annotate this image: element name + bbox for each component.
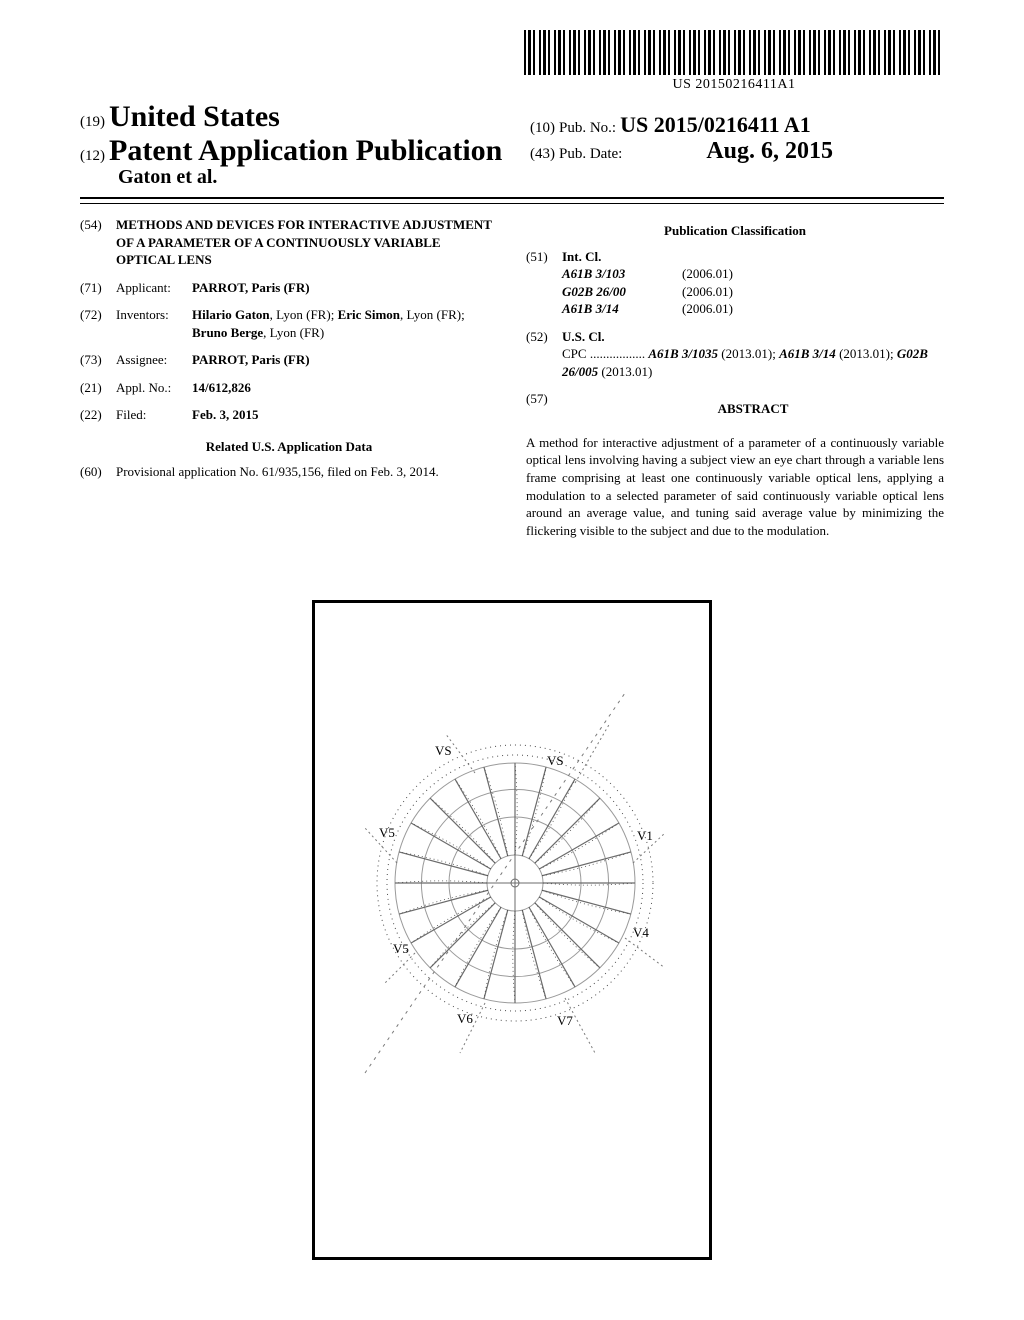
figure-label: V7 — [557, 1013, 573, 1029]
barcode-text: US 20150216411A1 — [524, 77, 944, 93]
figure-label: V1 — [637, 828, 653, 844]
figure-label: VS — [435, 743, 452, 759]
abstract-text: A method for interactive adjustment of a… — [526, 434, 944, 539]
left-column: (54) METHODS AND DEVICES FOR INTERACTIVE… — [80, 216, 498, 539]
pub-no-value: US 2015/0216411 A1 — [620, 112, 811, 137]
filed-code: (22) — [80, 406, 116, 424]
figure-label: V6 — [457, 1011, 473, 1027]
pub-title: Patent Application Publication — [109, 134, 502, 167]
abstract-code: (57) — [526, 390, 562, 424]
inventors-value: Hilario Gaton, Lyon (FR); Eric Simon, Ly… — [192, 306, 498, 341]
barcode — [524, 30, 944, 75]
right-column: Publication Classification (51) Int. Cl.… — [526, 216, 944, 539]
intcl-class-code: A61B 3/14 — [562, 300, 682, 318]
provisional-code: (60) — [80, 463, 116, 481]
pub-date-code: (43) — [530, 146, 555, 162]
country-code: (19) — [80, 114, 105, 130]
applno-label: Appl. No.: — [116, 379, 192, 397]
intcl-code: (51) — [526, 248, 562, 318]
applicant-label: Applicant: — [116, 279, 192, 297]
pub-no-code: (10) — [530, 120, 555, 136]
intcl-class-year: (2006.01) — [682, 283, 782, 301]
pub-code: (12) — [80, 148, 105, 164]
abstract-title: ABSTRACT — [562, 400, 944, 418]
invention-title: METHODS AND DEVICES FOR INTERACTIVE ADJU… — [116, 216, 498, 269]
uscl-label: U.S. Cl. — [562, 329, 605, 344]
inventors-label: Inventors: — [116, 306, 192, 341]
pub-date-label: Pub. Date: — [559, 146, 622, 162]
intcl-class-year: (2006.01) — [682, 265, 782, 283]
intcl-class-year: (2006.01) — [682, 300, 782, 318]
cpc-line: CPC ................. A61B 3/1035 (2013.… — [562, 345, 944, 380]
applno-code: (21) — [80, 379, 116, 397]
figure-label: V5 — [379, 825, 395, 841]
applno-value: 14/612,826 — [192, 380, 251, 395]
intcl-class-code: G02B 26/00 — [562, 283, 682, 301]
pub-date-value: Aug. 6, 2015 — [706, 138, 833, 164]
authors: Gaton et al. — [118, 166, 944, 189]
applicant-value: PARROT, Paris (FR) — [192, 280, 310, 295]
figure-label: V4 — [633, 925, 649, 941]
rule-thin — [80, 203, 944, 204]
title-code: (54) — [80, 216, 116, 269]
assignee-code: (73) — [80, 351, 116, 369]
intcl-class-code: A61B 3/103 — [562, 265, 682, 283]
assignee-label: Assignee: — [116, 351, 192, 369]
pub-no-label: Pub. No.: — [559, 120, 616, 136]
intcl-label: Int. Cl. — [562, 249, 601, 264]
uscl-code: (52) — [526, 328, 562, 381]
filed-value: Feb. 3, 2015 — [192, 407, 258, 422]
assignee-value: PARROT, Paris (FR) — [192, 352, 310, 367]
figure-label: VS — [547, 753, 564, 769]
provisional-text: Provisional application No. 61/935,156, … — [116, 463, 498, 481]
figure-frame: VS VS V1 V4 V5 V5 V6 V7 — [312, 600, 712, 1260]
filed-label: Filed: — [116, 406, 192, 424]
inventors-code: (72) — [80, 306, 116, 341]
country-name: United States — [109, 100, 280, 133]
applicant-code: (71) — [80, 279, 116, 297]
related-title: Related U.S. Application Data — [80, 438, 498, 456]
fan-chart — [315, 603, 715, 1163]
figure-label: V5 — [393, 941, 409, 957]
rule-thick — [80, 197, 944, 199]
classification-title: Publication Classification — [526, 222, 944, 240]
